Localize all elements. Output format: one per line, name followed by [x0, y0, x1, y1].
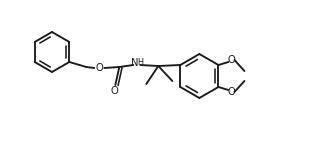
- Text: O: O: [228, 55, 235, 65]
- Text: O: O: [228, 87, 235, 97]
- Text: O: O: [110, 86, 118, 96]
- Text: N: N: [131, 58, 138, 68]
- Text: H: H: [137, 58, 143, 66]
- Text: O: O: [95, 63, 103, 73]
